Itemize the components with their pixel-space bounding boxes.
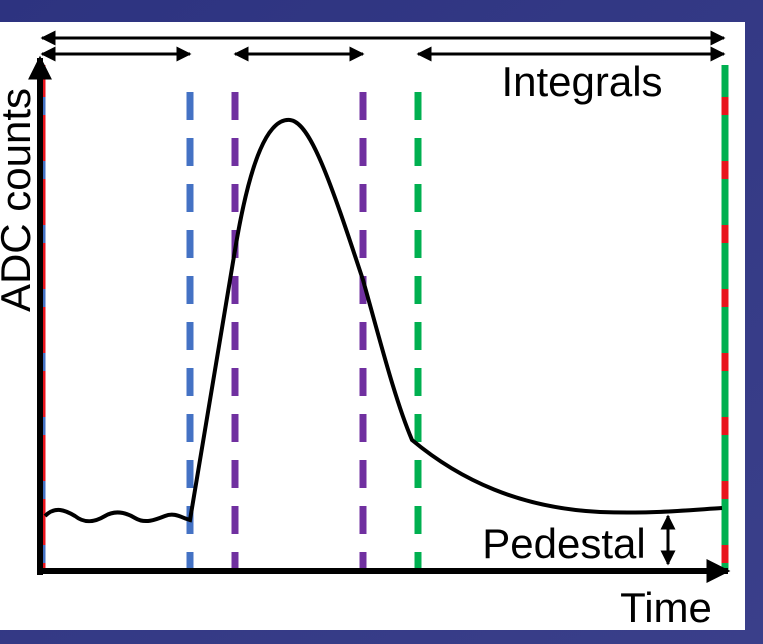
x-axis-label: Time — [620, 584, 712, 631]
waveform — [43, 117, 723, 524]
panel — [0, 22, 745, 630]
y-axis-label: ADC counts — [0, 88, 39, 312]
integrals-label: Integrals — [501, 58, 662, 105]
integral-arrows — [40, 30, 726, 62]
pedestal-label: Pedestal — [482, 520, 645, 567]
